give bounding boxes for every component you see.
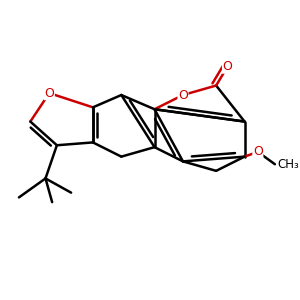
Text: O: O	[253, 146, 263, 158]
Text: CH₃: CH₃	[278, 158, 299, 171]
Text: O: O	[44, 87, 54, 100]
Text: O: O	[178, 88, 188, 101]
Text: O: O	[223, 60, 232, 73]
